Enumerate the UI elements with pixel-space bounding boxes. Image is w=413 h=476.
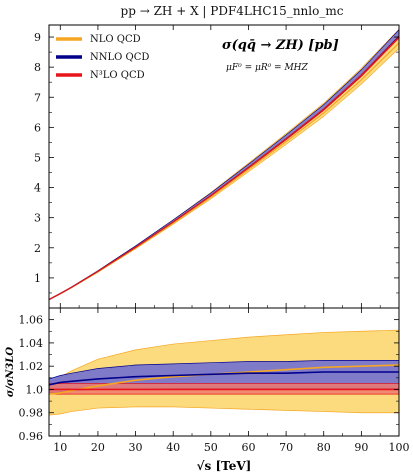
- x-tick-label: 70: [279, 441, 293, 454]
- main-plot-frame: [48, 24, 400, 309]
- ratio-y-tick-labels: 0.96 0.98 1.0 1.02 1.04 1.06: [19, 314, 44, 443]
- process-annotation: σ(qq̄ → ZH) [pb]: [222, 38, 339, 53]
- x-tick-label: 20: [91, 441, 105, 454]
- main-ticks: [49, 25, 400, 308]
- main-y-tick-label: 5: [34, 151, 41, 164]
- figure-title: pp → ZH + X | PDF4LHC15_nnlo_mc: [121, 4, 344, 18]
- main-y-tick-label: 9: [34, 31, 41, 44]
- ratio-uncertainty-bands: [48, 329, 400, 416]
- ratio-ticks: [49, 308, 400, 437]
- main-panel: 1 2 3 4 5 6 7 8 9 NLO QCD NNLO QCD N³LO QCD σ(qq…: [34, 24, 400, 309]
- main-y-tick-label: 1: [34, 272, 41, 285]
- ratio-y-tick-label: 0.98: [19, 407, 44, 420]
- scale-annotation: μF⁰ = μR⁰ = MHZ: [226, 63, 309, 73]
- ratio-y-tick-label: 0.96: [19, 430, 44, 443]
- legend: NLO QCD NNLO QCD N³LO QCD: [56, 34, 149, 81]
- x-tick-label: 30: [129, 441, 143, 454]
- x-tick-label: 80: [317, 441, 331, 454]
- ratio-y-tick-label: 1.04: [19, 337, 44, 350]
- main-y-tick-label: 2: [34, 242, 41, 255]
- x-tick-labels: 10 20 30 40 50 60 70 80 90 100: [53, 441, 409, 454]
- main-y-tick-label: 7: [34, 91, 41, 104]
- legend-label-nlo: NLO QCD: [90, 34, 141, 45]
- ratio-panel: 0.96 0.98 1.0 1.02 1.04 1.06 10 20 30 40 50 60 70 80…: [5, 307, 410, 473]
- ratio-y-tick-label: 1.02: [19, 360, 44, 373]
- x-axis-label: √s [TeV]: [197, 459, 252, 473]
- x-tick-label: 40: [166, 441, 180, 454]
- ratio-y-tick-label: 1.06: [19, 314, 44, 327]
- ratio-series-lines: [48, 364, 400, 395]
- main-y-tick-labels: 1 2 3 4 5 6 7 8 9: [34, 31, 41, 285]
- x-tick-label: 50: [204, 441, 218, 454]
- x-tick-label: 100: [389, 441, 410, 454]
- x-tick-label: 60: [241, 441, 255, 454]
- main-line-n3lo: [48, 36, 400, 301]
- ratio-y-axis-label: σ/σN3LO: [5, 347, 16, 398]
- legend-label-nnlo: NNLO QCD: [90, 52, 149, 63]
- x-tick-label: 90: [354, 441, 368, 454]
- ratio-plot-frame: [48, 307, 400, 437]
- x-tick-label: 10: [53, 441, 67, 454]
- ratio-y-tick-label: 1.0: [26, 383, 44, 396]
- main-y-tick-label: 6: [34, 121, 41, 134]
- main-y-tick-label: 4: [34, 182, 41, 195]
- main-y-tick-label: 3: [34, 212, 41, 225]
- legend-label-n3lo: N³LO QCD: [90, 70, 145, 81]
- ratio-line-nnlo: [48, 371, 399, 386]
- main-y-tick-label: 8: [34, 61, 41, 74]
- main-line-nlo: [48, 42, 400, 301]
- main-series-lines: [48, 36, 400, 301]
